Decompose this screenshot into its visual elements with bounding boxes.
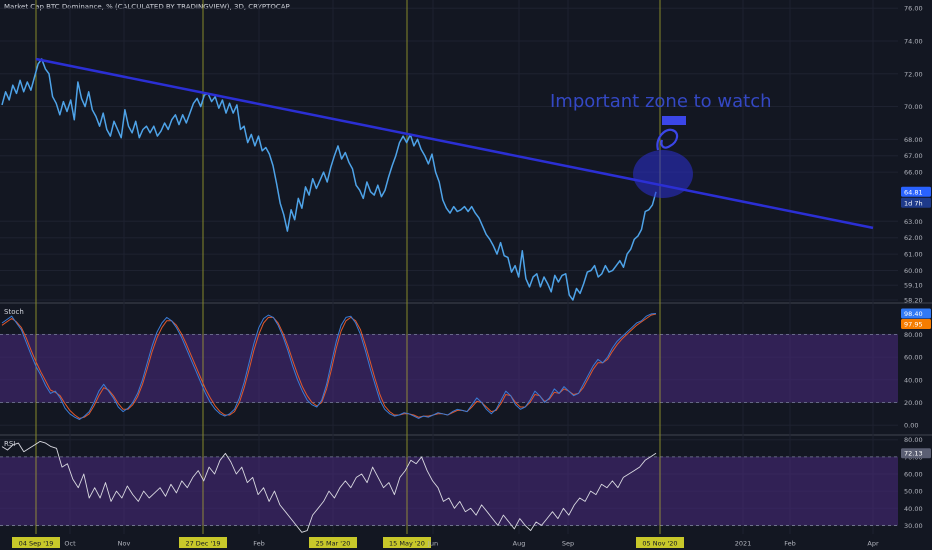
x-label-highlight [179,537,227,548]
stoch-d-badge-bg [901,319,931,330]
x-tick-label: 04 Sep '19 [19,540,54,548]
x-label-highlight [636,537,684,548]
y-tick-label: 72.00 [904,70,923,78]
countdown-badge: 1d 7h [904,199,923,207]
y-tick-label: 50.00 [904,488,923,496]
y-tick-label: 60.00 [904,471,923,479]
y-tick-label: 70.00 [904,103,923,111]
y-tick-label: 30.00 [904,522,923,530]
y-tick-label: 80.00 [904,436,923,444]
y-tick-label: 40.00 [904,376,923,384]
x-label-highlight [383,537,431,548]
y-tick-label: 20.00 [904,399,923,407]
stoch-k-line [1,313,657,420]
y-tick-label: 40.00 [904,505,923,513]
indicator-bands [0,333,898,526]
y-tick-label: 63.00 [904,218,923,226]
y-tick-label: 59.10 [904,282,923,290]
x-tick-label: 15 May '20 [389,540,425,548]
y-tick-label: 0.00 [904,422,918,430]
x-tick-label: Apr [867,540,879,548]
y-tick-label: 67.00 [904,152,923,160]
panel-title: Stoch [4,308,24,316]
band-fill [0,456,898,526]
arrow-head-mark [662,116,686,125]
y-tick-label: 58.20 [904,297,923,305]
highlight-ellipse [633,150,693,198]
panel-title: RSI [4,440,15,448]
y-tick-label: 80.00 [904,331,923,339]
y-tick-label: 61.00 [904,251,923,259]
y-tick-label: 76.00 [904,5,923,13]
rsi-line [1,440,657,533]
hand-drawn-arrow [656,128,679,151]
y-tick-label: 74.00 [904,37,923,45]
x-label-highlight [12,537,60,548]
price-axis[interactable]: 76.00 74.00 72.00 70.00 68.00 67.00 66.00 63.00… [901,5,931,530]
x-tick-label: 25 Mar '20 [316,540,351,548]
x-tick-label: Feb [253,540,265,548]
y-tick-label: 68.00 [904,136,923,144]
series-lines [1,58,657,533]
trendline [35,57,874,230]
chart-header-title: Market Cap BTC Dominance, % (CALCULATED … [4,3,290,11]
stoch-k-badge-bg [901,308,931,319]
x-tick-label: 27 Dec '19 [185,540,220,548]
x-tick-label: 05 Nov '20 [642,540,677,548]
time-axis[interactable]: 04 Sep '19 Oct Nov 27 Dec '19 Feb 25 Mar '20 1… [12,537,879,548]
x-tick-label: 2021 [735,540,752,548]
annotation-text: Important zone to watch [550,91,772,112]
x-tick-label: Oct [64,540,76,548]
price-series-line [1,58,657,301]
x-tick-label: Feb [784,540,796,548]
countdown-badge-bg [901,197,931,208]
x-tick-label: Nov [118,540,131,548]
y-tick-label: 66.00 [904,169,923,177]
date-marker-lines [35,0,661,534]
x-tick-label: Sep [562,540,574,548]
last-price-badge: 64.81 [904,188,923,196]
x-tick-label: Jun [427,540,438,548]
y-tick-label: 62.00 [904,234,923,242]
rsi-badge: 72.13 [904,450,923,458]
drawing-annotations[interactable]: Important zone to watch [35,57,874,230]
y-tick-label: 60.00 [904,267,923,275]
rsi-badge-bg [901,448,931,459]
y-tick-label: 60.00 [904,354,923,362]
x-label-highlight [309,537,357,548]
x-tick-label: Aug [513,540,526,548]
stoch-d-badge: 97.95 [904,321,923,329]
panel-titles: Stoch RSI [4,308,24,448]
band-fill [0,334,898,403]
stoch-k-badge: 98.40 [904,310,923,318]
last-price-badge-bg [901,186,931,197]
